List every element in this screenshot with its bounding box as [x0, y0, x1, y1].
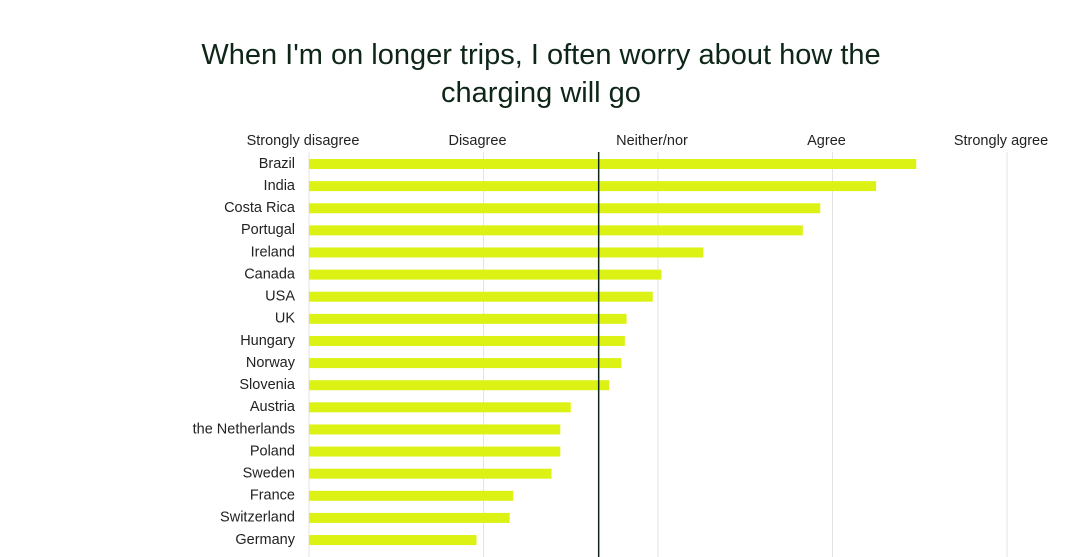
bar	[309, 468, 552, 479]
x-tick-label: Strongly agree	[954, 133, 1048, 149]
y-tick-label: Canada	[244, 266, 296, 282]
y-tick-label: India	[264, 178, 296, 194]
bar	[309, 225, 803, 236]
bar	[309, 490, 514, 501]
y-tick-label: Austria	[250, 399, 296, 415]
y-tick-label: France	[250, 488, 295, 504]
bar	[309, 269, 662, 280]
bar	[309, 291, 653, 302]
y-tick-label: Switzerland	[220, 510, 295, 526]
y-tick-label: Sweden	[243, 466, 295, 482]
bar	[309, 313, 627, 324]
y-tick-label: the Netherlands	[193, 421, 295, 437]
y-tick-label: Slovenia	[239, 377, 296, 393]
y-tick-label: Portugal	[241, 222, 295, 238]
y-tick-label: USA	[265, 289, 295, 305]
x-tick-label: Agree	[807, 133, 846, 149]
x-tick-label: Neither/nor	[616, 133, 688, 149]
x-tick-label: Strongly disagree	[247, 133, 360, 149]
y-tick-label: Ireland	[251, 244, 295, 260]
bar	[309, 335, 625, 346]
y-tick-label: Costa Rica	[224, 200, 296, 216]
bar	[309, 402, 571, 413]
y-tick-label: Hungary	[240, 333, 296, 349]
bar	[309, 247, 704, 258]
bar	[309, 512, 510, 523]
x-tick-label: Disagree	[448, 133, 506, 149]
bar	[309, 203, 821, 214]
y-tick-label: Germany	[235, 532, 295, 548]
y-tick-label: Poland	[250, 443, 295, 459]
bar	[309, 380, 610, 391]
bar	[309, 181, 877, 192]
bar	[309, 159, 917, 169]
y-tick-label: Norway	[246, 355, 296, 371]
bar	[309, 358, 622, 369]
bar	[309, 424, 561, 435]
y-tick-label: UK	[275, 311, 295, 327]
bar	[309, 535, 477, 546]
y-tick-label: Brazil	[259, 156, 295, 172]
bar	[309, 446, 561, 457]
chart-title: When I'm on longer trips, I often worry …	[201, 39, 881, 109]
